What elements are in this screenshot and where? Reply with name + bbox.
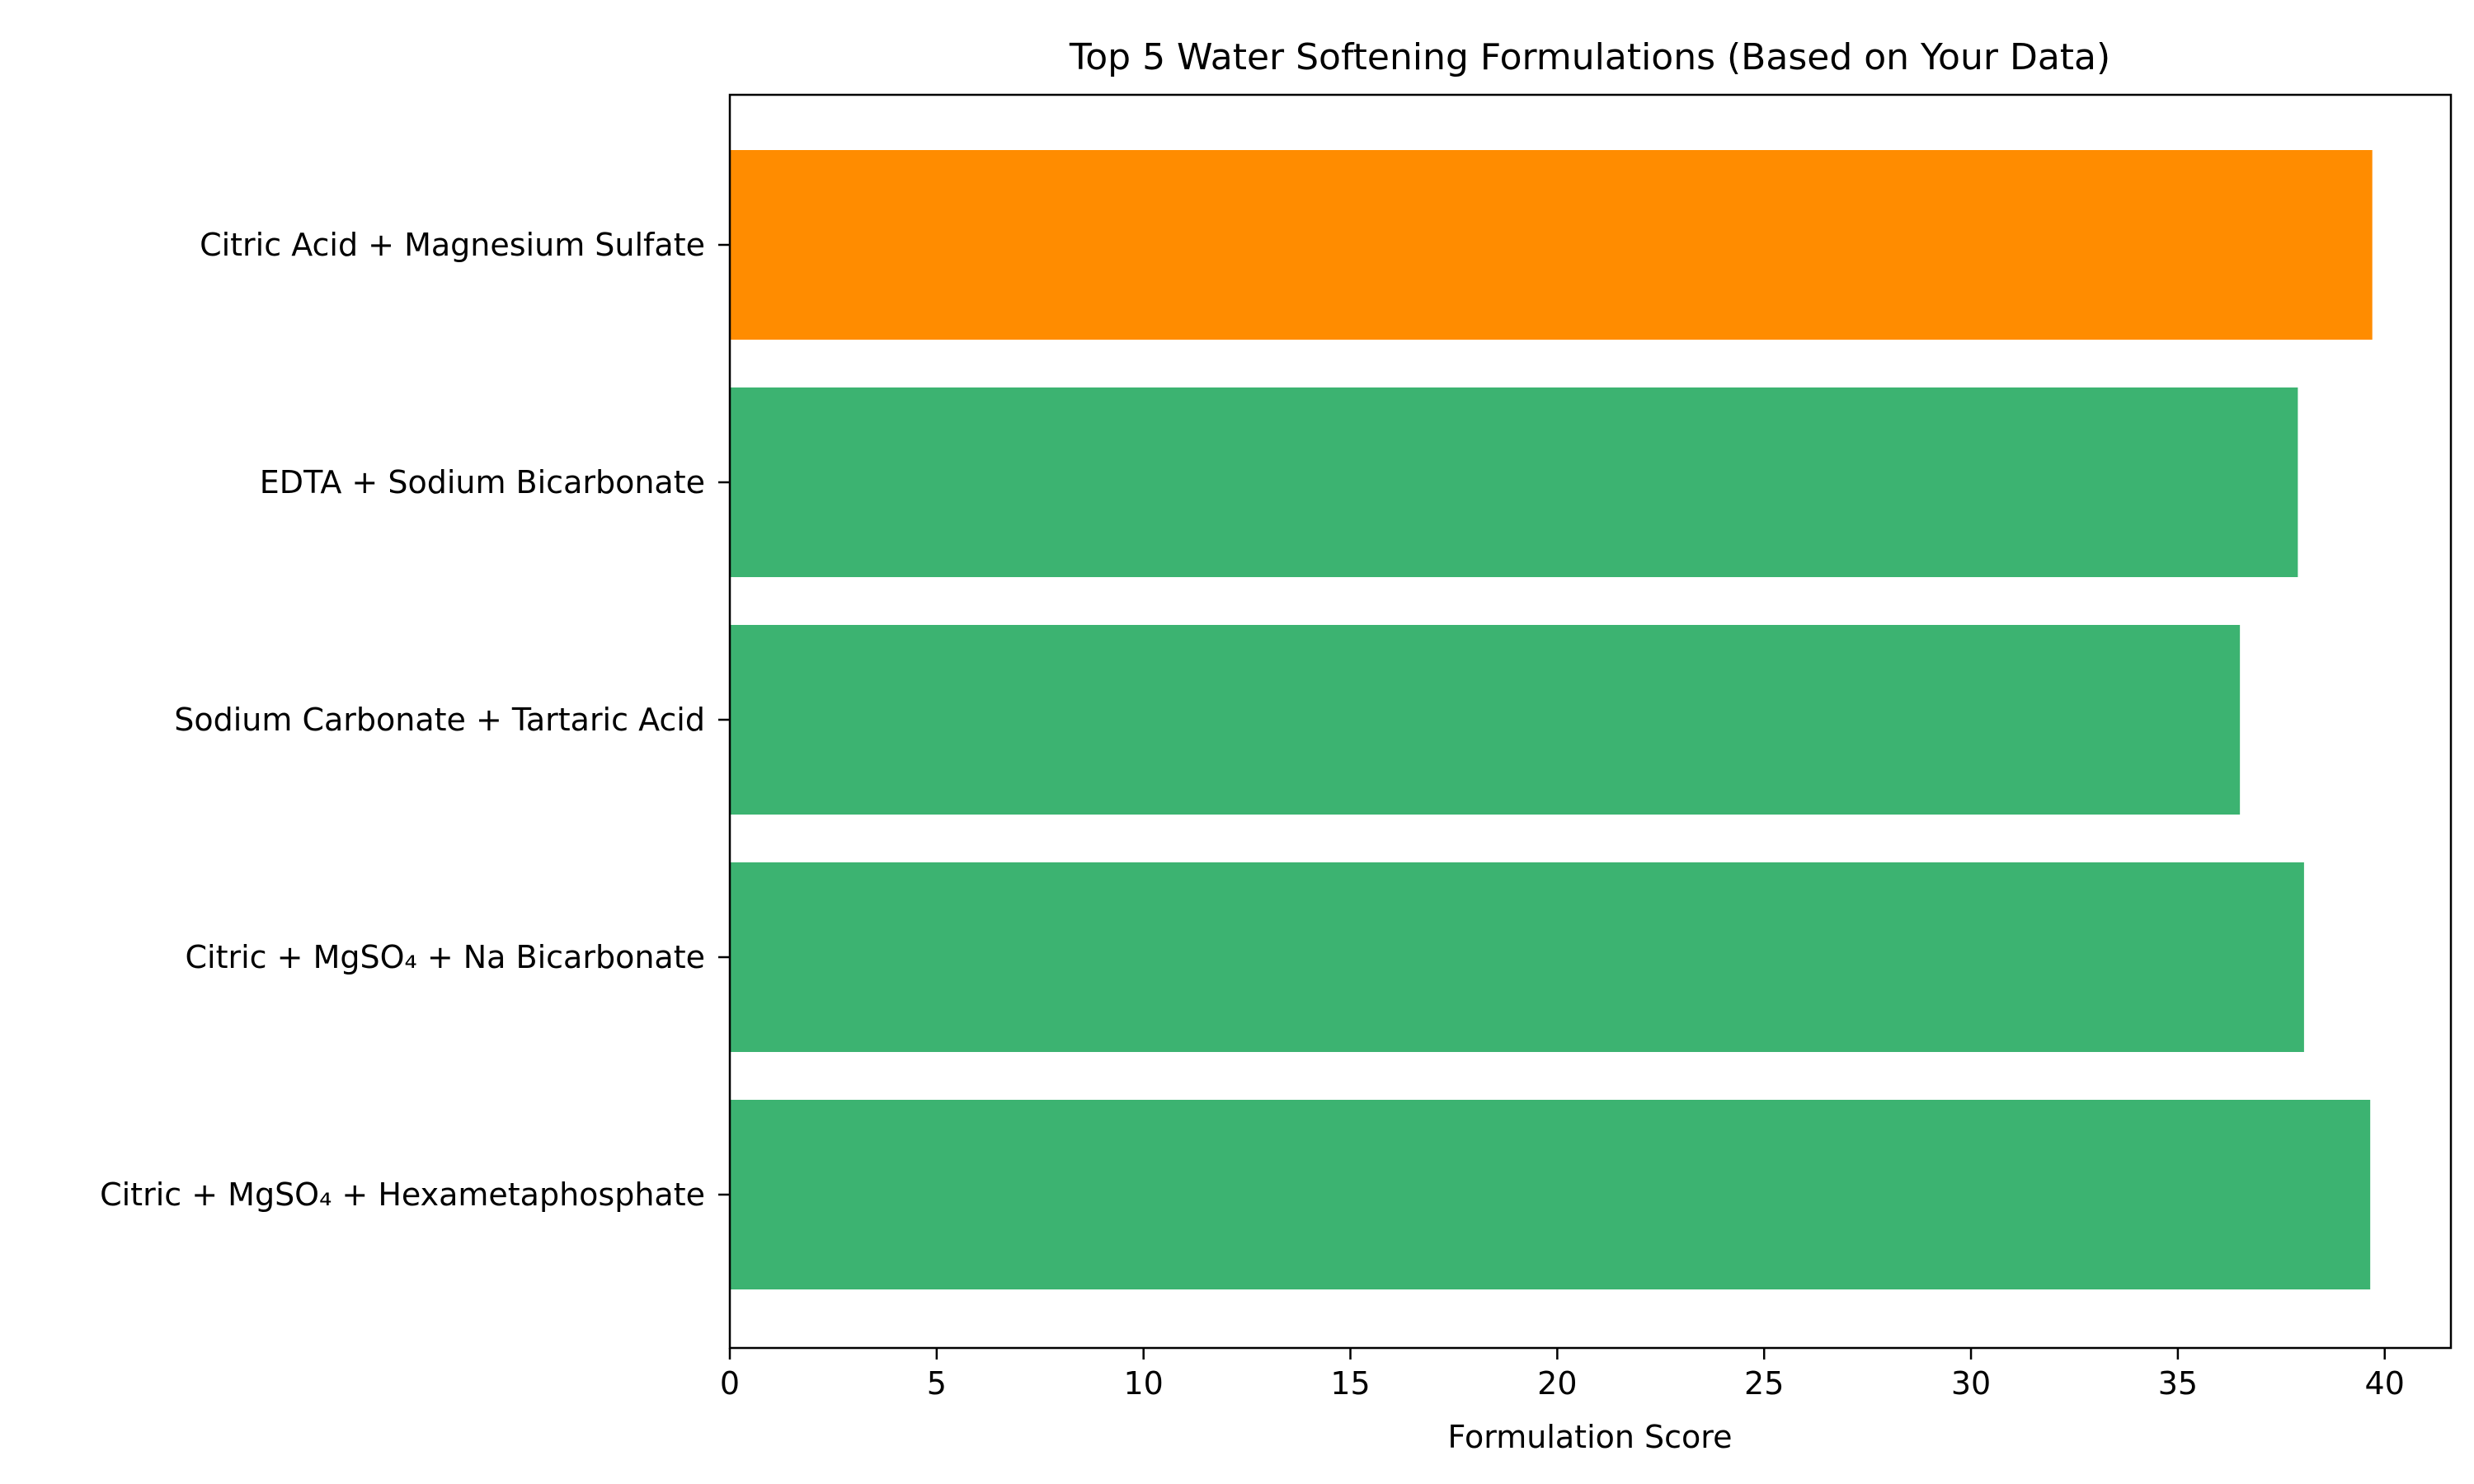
bar — [730, 1100, 2371, 1289]
x-axis-label: Formulation Score — [1448, 1419, 1733, 1455]
x-tick-label: 10 — [1124, 1365, 1164, 1402]
bars-group — [730, 150, 2373, 1289]
x-tick-label: 35 — [2158, 1365, 2198, 1402]
y-tick-label: Citric + MgSO₄ + Na Bicarbonate — [186, 939, 705, 975]
x-tick-label: 30 — [1951, 1365, 1991, 1402]
x-tick-label: 15 — [1330, 1365, 1370, 1402]
plot-frame — [728, 93, 2453, 1350]
bar — [730, 862, 2304, 1052]
y-tick-label: Citric + MgSO₄ + Hexametaphosphate — [100, 1176, 705, 1213]
x-tick-label: 0 — [720, 1365, 740, 1402]
bar — [730, 625, 2241, 815]
y-tick-label: Citric Acid + Magnesium Sulfate — [200, 227, 705, 263]
x-tick-label: 40 — [2365, 1365, 2405, 1402]
x-tick-label: 20 — [1537, 1365, 1577, 1402]
bar — [730, 150, 2373, 340]
y-axis: Citric Acid + Magnesium Sulfate EDTA + So… — [100, 227, 730, 1213]
x-tick-label: 25 — [1744, 1365, 1784, 1402]
y-tick-label: Sodium Carbonate + Tartaric Acid — [174, 702, 705, 738]
x-axis: 0 5 10 15 20 25 30 35 40 — [720, 1348, 2405, 1402]
x-tick-label: 5 — [927, 1365, 947, 1402]
bar — [730, 387, 2298, 577]
chart-title: Top 5 Water Softening Formulations (Base… — [1069, 36, 2110, 78]
y-tick-label: EDTA + Sodium Bicarbonate — [260, 464, 705, 500]
